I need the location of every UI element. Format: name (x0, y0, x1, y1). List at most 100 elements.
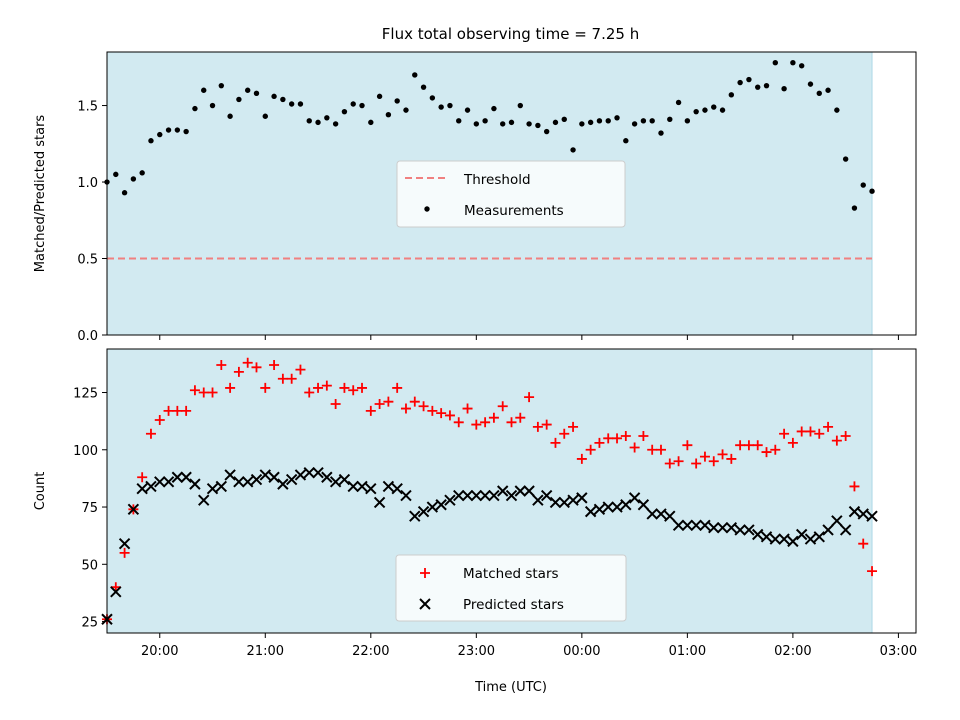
matched-star-point (427, 405, 438, 416)
matched-star-point (858, 538, 869, 549)
matched-star-point (717, 449, 728, 460)
predicted-star-point (329, 476, 342, 488)
measurement-point (429, 95, 436, 101)
measurement-point (667, 116, 673, 123)
matched-star-point (409, 396, 420, 407)
x-tick-label: 02:00 (774, 644, 811, 659)
predicted-star-point (233, 476, 245, 488)
predicted-star-point (620, 499, 632, 511)
measurement-point (640, 118, 647, 124)
measurement-point (763, 82, 770, 89)
predicted-star-point (189, 478, 201, 490)
measurement-point (244, 87, 251, 93)
matched-star-point (629, 442, 640, 453)
measurement-point (324, 115, 330, 121)
predicted-star-point (787, 535, 799, 548)
matched-star-point (655, 444, 666, 455)
predicted-star-point (444, 494, 456, 506)
measurement-point (157, 131, 163, 138)
matched-star-point (242, 357, 253, 368)
top-axes-frame (106, 51, 917, 336)
matched-star-point (198, 387, 209, 398)
predicted-star-point (118, 537, 131, 550)
predicted-star-point (567, 494, 579, 506)
y-tick-label: 125 (73, 387, 98, 402)
matched-star-point (831, 435, 842, 446)
measurement-point (350, 101, 356, 107)
x-tick-label: 01:00 (669, 644, 706, 659)
measurement-point (253, 90, 260, 97)
top-legend: Threshold Measurements (396, 160, 626, 228)
top-legend-box (396, 160, 626, 228)
predicted-star-point (479, 489, 491, 502)
matched-star-point (673, 456, 684, 467)
measurement-point (711, 104, 717, 110)
predicted-star-point (690, 519, 702, 532)
measurement-point (113, 171, 119, 178)
measurement-point (702, 107, 708, 113)
matched-star-point (585, 444, 596, 455)
measurement-point (174, 127, 181, 133)
matched-star-point (374, 398, 385, 409)
matched-star-point (357, 382, 368, 393)
matched-star-point (339, 382, 350, 393)
predicted-star-point (699, 519, 711, 532)
measurement-point (658, 130, 664, 136)
matched-star-point (163, 405, 174, 416)
matched-star-point (735, 440, 746, 451)
measurement-point (790, 60, 796, 66)
measurement-point (825, 87, 831, 93)
matched-star-point (269, 360, 280, 371)
predicted-star-point (831, 515, 843, 527)
measurement-point (438, 104, 444, 110)
matched-star-point (436, 408, 447, 419)
measurement-point (728, 92, 735, 98)
predicted-star-point (664, 510, 676, 522)
predicted-star-point (470, 489, 483, 502)
matched-star-point (603, 433, 614, 444)
measurement-point (623, 138, 629, 144)
measurement-point (209, 102, 216, 109)
measurement-point (482, 118, 488, 124)
matched-star-point (207, 387, 218, 398)
matched-star-point (814, 428, 825, 439)
matched-star-point (488, 412, 499, 423)
matched-star-point (383, 396, 394, 407)
matched-star-point (691, 458, 702, 469)
matched-star-point (524, 392, 535, 403)
predicted-star-point (171, 471, 184, 483)
x-tick-label: 21:00 (247, 644, 284, 659)
y-tick-label: 0.0 (77, 329, 98, 344)
matched-star-point (251, 362, 262, 373)
measurement-point (614, 115, 620, 121)
measurement-point (755, 84, 761, 90)
measurement-point (227, 113, 233, 119)
matched-star-point (321, 380, 332, 391)
measurement-point (368, 119, 374, 126)
matched-star-point (787, 437, 798, 448)
x-tick-label: 00:00 (563, 644, 600, 659)
matched-star-point (392, 382, 403, 393)
measurement-point (236, 96, 242, 103)
matched-star-point (532, 421, 543, 432)
measurement-point (376, 93, 383, 100)
measurement-point (359, 102, 365, 109)
matched-star-point (840, 431, 851, 442)
matched-star-point (400, 403, 411, 414)
matched-star-point (541, 419, 552, 430)
matched-star-point (313, 382, 324, 393)
matched-star-point (172, 405, 183, 416)
predicted-star-point (752, 528, 764, 541)
predicted-star-point (417, 505, 430, 518)
predicted-star-point (778, 533, 790, 545)
matched-star-point (849, 481, 860, 492)
predicted-star-point (347, 480, 359, 493)
measurement-point (394, 98, 400, 104)
measurement-point (508, 119, 515, 126)
measurement-point (605, 118, 611, 124)
matched-star-point (497, 401, 508, 412)
predicted-star-point (532, 494, 544, 506)
measurement-point (587, 119, 594, 126)
matched-star-point (612, 433, 623, 444)
predicted-star-point (839, 524, 852, 536)
